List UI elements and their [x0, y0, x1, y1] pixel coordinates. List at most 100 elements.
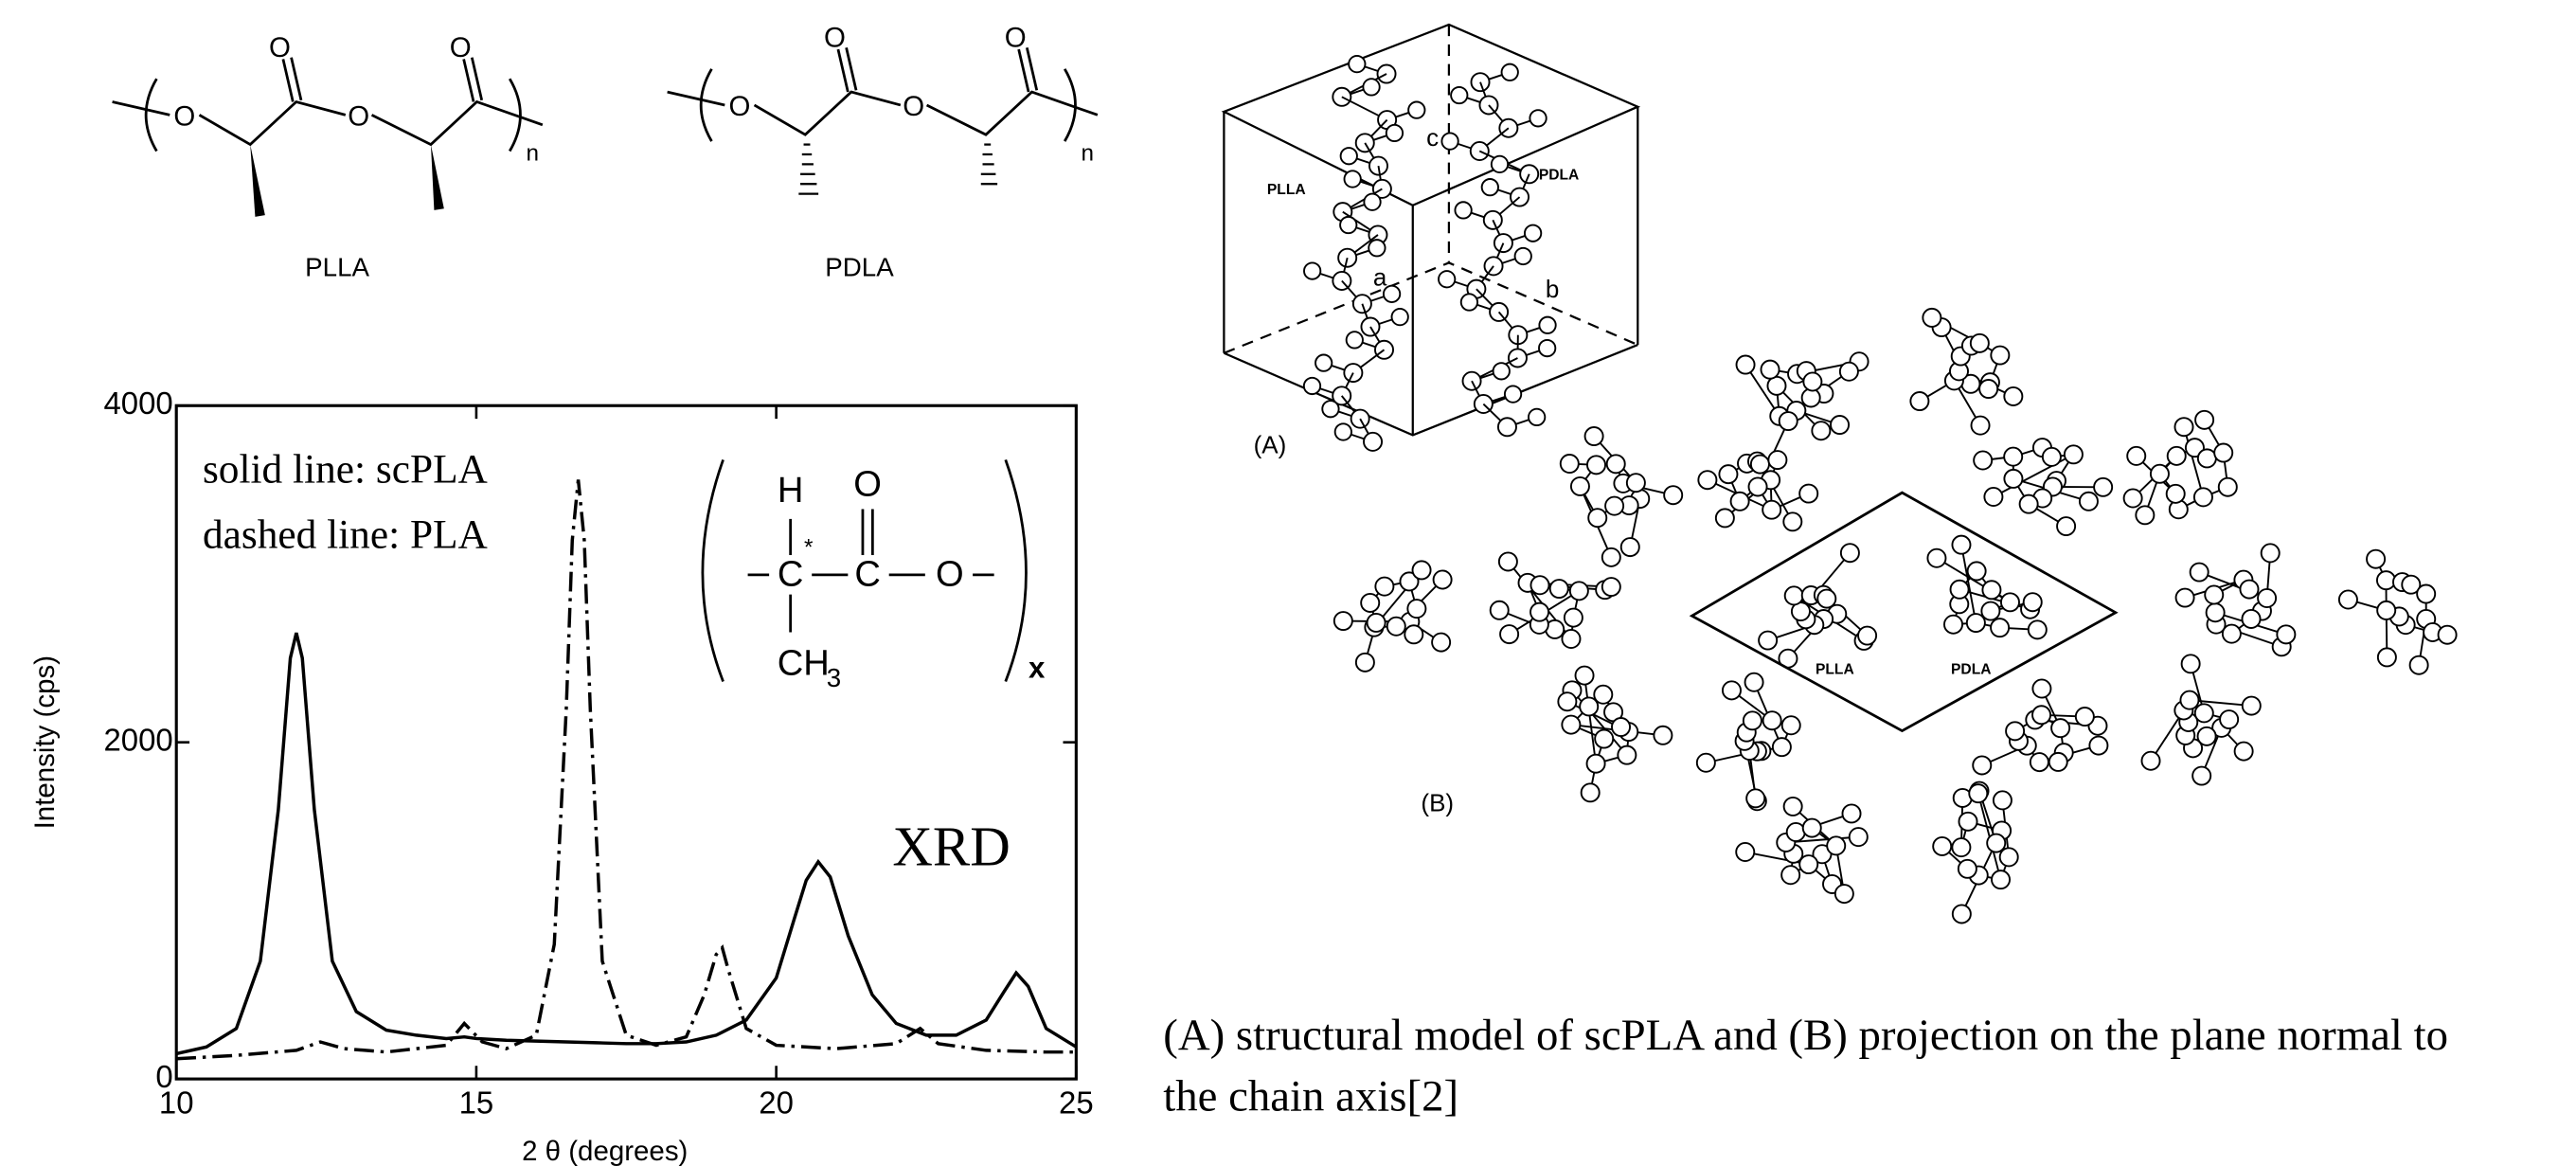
atom-ball [2337, 589, 2358, 610]
atom-ball [2193, 703, 2214, 724]
atom-ball [2366, 548, 2387, 569]
atom-ball [1697, 470, 1718, 491]
atom-ball [1385, 123, 1404, 143]
atom-subscript: 3 [827, 663, 841, 692]
atom-ball [1980, 601, 2001, 621]
atom-ball [1585, 455, 1606, 475]
atom-ball [2196, 726, 2217, 746]
atom-ball [1339, 147, 1358, 166]
atom-ball [1568, 581, 1589, 601]
atom-ball [1922, 307, 1942, 328]
atom-ball [1965, 613, 1986, 634]
atom-ball [1368, 239, 1386, 258]
atom-ball [2241, 608, 2262, 629]
plla-structure: O O O O n PLLA [112, 32, 544, 282]
atom-ball [1735, 842, 1756, 862]
atom-ball [1991, 870, 2012, 890]
atom-ball [1778, 411, 1798, 432]
atom-ball [1404, 624, 1424, 645]
atom-ball [2239, 579, 2260, 600]
atom-ball [1499, 624, 1520, 645]
atom: C [854, 554, 881, 595]
atom-ball [1368, 155, 1388, 176]
atom: CH [778, 642, 830, 683]
atom-ball [1735, 354, 1756, 375]
atom-ball [1580, 782, 1601, 803]
atom-ball [1978, 379, 1999, 400]
atom-ball [1333, 422, 1352, 441]
atom-ball [1563, 607, 1583, 628]
xrd-line [175, 632, 1078, 1056]
atom-ball [1496, 417, 1517, 438]
atom-ball [1538, 338, 1557, 358]
atom-ball [1932, 835, 1953, 856]
atom-ball [1492, 362, 1511, 381]
atom-ball [2205, 602, 2226, 623]
atom-ball [2135, 505, 2156, 526]
chain-label: PLLA [1816, 662, 1854, 678]
atom-ball [1374, 576, 1395, 597]
atom-ball [2204, 584, 2225, 605]
atom-ball [1811, 421, 1832, 441]
atom-ball [1970, 415, 1991, 436]
atom-ball [1440, 132, 1459, 151]
structure-label: PLLA [305, 253, 369, 282]
atom-ball [1345, 331, 1364, 350]
atom-ball [1557, 691, 1578, 712]
x-tick-label: 15 [459, 1085, 494, 1121]
atom-ball [1782, 796, 1803, 816]
atom-ball [1714, 508, 1735, 529]
axis-label: c [1426, 123, 1439, 152]
atom-ball [2233, 741, 2254, 762]
atom-ball [1762, 499, 1782, 520]
atom-ball [2401, 574, 2422, 595]
pdla-structure: O O O O n PDLA [667, 22, 1099, 282]
atom-ball [1986, 833, 2007, 853]
atom-ball [1771, 737, 1792, 758]
atom-ball [2416, 583, 2437, 604]
atom-ball [1857, 625, 1878, 646]
x-tick-label: 25 [1059, 1085, 1094, 1121]
legend-entry: solid line: scPLA [203, 446, 488, 492]
atom-ball [1529, 109, 1547, 128]
atom-ball [1625, 473, 1646, 493]
atom-ball [1848, 827, 1869, 848]
atom-ball [1990, 618, 2011, 638]
atom-ball [2022, 592, 2043, 613]
atom-ball [1303, 261, 1322, 280]
atom-ball [1816, 588, 1837, 609]
atom-ball [1972, 755, 1993, 776]
atom-ball [1992, 790, 2012, 811]
atom-ball [1500, 63, 1519, 81]
atom-ball [1747, 476, 1768, 497]
atom-ball [1579, 696, 1600, 717]
chain-label: PLLA [1267, 182, 1306, 198]
atom-ball [1998, 847, 2019, 868]
atom-ball [1783, 585, 1804, 606]
atom-ball [1343, 170, 1362, 188]
atom-ball [1503, 385, 1523, 404]
atom-ball [2140, 750, 2161, 771]
atom-ball [1490, 154, 1510, 174]
axis-label: b [1546, 275, 1559, 303]
atom-ball [1802, 371, 1823, 392]
atom-ball [2018, 493, 2039, 514]
atom-ball [2003, 386, 2024, 406]
atom-ball [1411, 560, 1432, 581]
axis-label: a [1373, 263, 1387, 292]
atom-ball [1617, 744, 1637, 765]
y-tick-label: 2000 [103, 722, 172, 757]
atom-ball [2165, 483, 2186, 504]
atom-ball [2048, 751, 2068, 772]
atom-ball [1333, 611, 1353, 632]
atom-ball [1834, 884, 1854, 905]
chain-label: PDLA [1951, 662, 1991, 678]
atom-ball [2029, 752, 2049, 773]
atom-ball [1943, 614, 1963, 635]
atom-ball [1663, 485, 1684, 506]
bond [1583, 674, 1598, 764]
atom-ball [1530, 601, 1550, 622]
atom-ball [1798, 854, 1819, 875]
atom-ball [1830, 415, 1851, 436]
